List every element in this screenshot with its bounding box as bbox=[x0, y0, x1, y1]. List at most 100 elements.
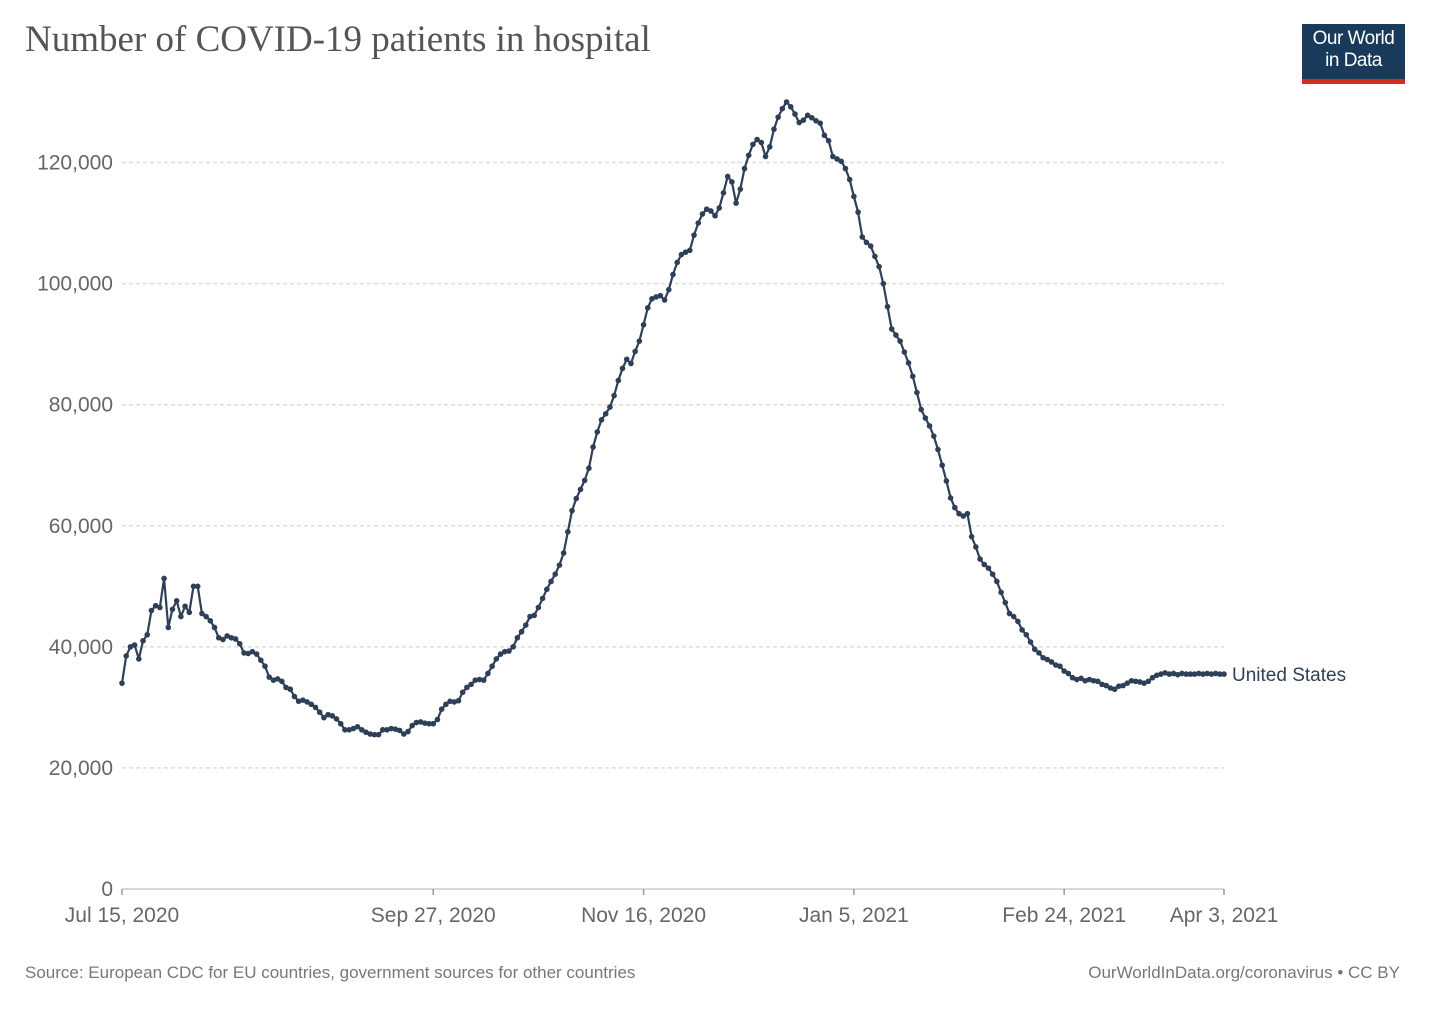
data-point bbox=[872, 253, 878, 260]
data-point bbox=[220, 636, 226, 643]
data-point bbox=[708, 208, 714, 214]
data-point bbox=[506, 648, 512, 654]
data-point bbox=[1216, 671, 1223, 677]
data-point bbox=[930, 433, 937, 439]
data-point bbox=[867, 243, 874, 249]
data-point bbox=[1040, 654, 1046, 661]
data-point bbox=[888, 326, 895, 332]
data-point bbox=[401, 731, 407, 737]
source-note: Source: European CDC for EU countries, g… bbox=[25, 963, 636, 982]
data-point bbox=[522, 622, 529, 628]
data-point bbox=[211, 624, 218, 631]
data-point bbox=[838, 158, 845, 165]
data-point bbox=[1141, 680, 1147, 686]
data-point bbox=[119, 680, 125, 686]
data-point bbox=[144, 631, 151, 638]
data-point bbox=[720, 190, 727, 196]
data-point bbox=[556, 562, 563, 568]
data-point bbox=[1174, 671, 1181, 678]
data-point bbox=[733, 200, 739, 206]
data-point bbox=[337, 720, 344, 727]
data-point bbox=[527, 613, 533, 620]
data-point bbox=[842, 165, 849, 172]
data-point bbox=[274, 676, 281, 682]
data-point bbox=[493, 656, 500, 662]
data-point bbox=[1170, 670, 1177, 677]
data-point bbox=[779, 105, 786, 112]
data-point bbox=[682, 249, 689, 255]
data-point bbox=[918, 406, 924, 413]
data-point bbox=[640, 321, 647, 328]
data-point bbox=[476, 676, 483, 683]
data-point bbox=[367, 731, 373, 737]
data-point bbox=[884, 303, 891, 310]
axes: 0 20,000 40,000 60,000 80,000 100,000 120,000 J… bbox=[37, 152, 1278, 927]
data-point bbox=[1120, 682, 1126, 689]
data-point bbox=[745, 152, 752, 159]
data-point bbox=[430, 720, 437, 727]
data-point bbox=[687, 247, 693, 254]
data-point bbox=[1162, 670, 1168, 676]
data-point bbox=[644, 305, 651, 311]
data-point bbox=[489, 663, 495, 670]
data-point bbox=[905, 360, 912, 366]
x-tick-label: Feb 24, 2021 bbox=[1002, 904, 1126, 927]
data-point bbox=[855, 209, 861, 215]
data-point bbox=[417, 719, 424, 725]
x-tick-label: Jan 5, 2021 bbox=[799, 904, 909, 927]
data-point bbox=[1082, 677, 1088, 684]
y-tick-label: 20,000 bbox=[49, 757, 113, 780]
data-point bbox=[1191, 671, 1198, 677]
data-point bbox=[287, 686, 294, 693]
data-point bbox=[152, 602, 159, 609]
data-point bbox=[695, 220, 702, 226]
data-point bbox=[703, 206, 710, 212]
credit-link[interactable]: OurWorldInData.org/coronavirus • CC BY bbox=[1088, 963, 1400, 982]
data-point bbox=[653, 294, 659, 300]
data-point bbox=[598, 417, 605, 423]
data-point bbox=[1195, 670, 1202, 677]
owid-logo[interactable]: Our World in Data bbox=[1302, 24, 1405, 84]
data-point bbox=[960, 513, 967, 519]
data-point bbox=[279, 678, 285, 685]
data-point bbox=[1078, 675, 1084, 682]
data-point bbox=[392, 726, 399, 732]
data-point bbox=[186, 609, 193, 616]
data-point bbox=[422, 720, 428, 726]
data-point bbox=[813, 117, 819, 124]
data-point bbox=[1061, 668, 1067, 674]
data-point bbox=[985, 565, 992, 571]
data-point bbox=[670, 271, 676, 278]
data-point bbox=[825, 137, 832, 144]
series-line bbox=[120, 100, 1224, 736]
data-point bbox=[636, 338, 643, 344]
data-point bbox=[674, 259, 681, 266]
data-point bbox=[295, 698, 302, 705]
data-point bbox=[464, 684, 470, 691]
x-tick-label: Apr 3, 2021 bbox=[1170, 904, 1279, 927]
data-point bbox=[964, 510, 971, 517]
data-point bbox=[1057, 663, 1063, 670]
data-point bbox=[943, 478, 950, 484]
data-point bbox=[981, 561, 988, 568]
data-point bbox=[1116, 683, 1122, 689]
data-point bbox=[178, 613, 184, 620]
data-point bbox=[262, 663, 268, 670]
data-point bbox=[215, 634, 222, 641]
data-point bbox=[914, 389, 920, 396]
data-point bbox=[480, 677, 487, 683]
data-point bbox=[800, 117, 807, 123]
data-point bbox=[333, 716, 340, 722]
series-labels: United States bbox=[1232, 665, 1346, 686]
x-tick-label: Nov 16, 2020 bbox=[581, 904, 706, 927]
data-point bbox=[136, 656, 142, 662]
data-point bbox=[1212, 670, 1219, 677]
data-point bbox=[371, 731, 378, 738]
data-point bbox=[1095, 678, 1101, 685]
series-label-united-states: United States bbox=[1232, 665, 1346, 686]
data-point bbox=[1149, 674, 1156, 681]
data-point bbox=[716, 205, 723, 211]
data-point bbox=[615, 377, 622, 384]
data-point bbox=[194, 583, 201, 590]
